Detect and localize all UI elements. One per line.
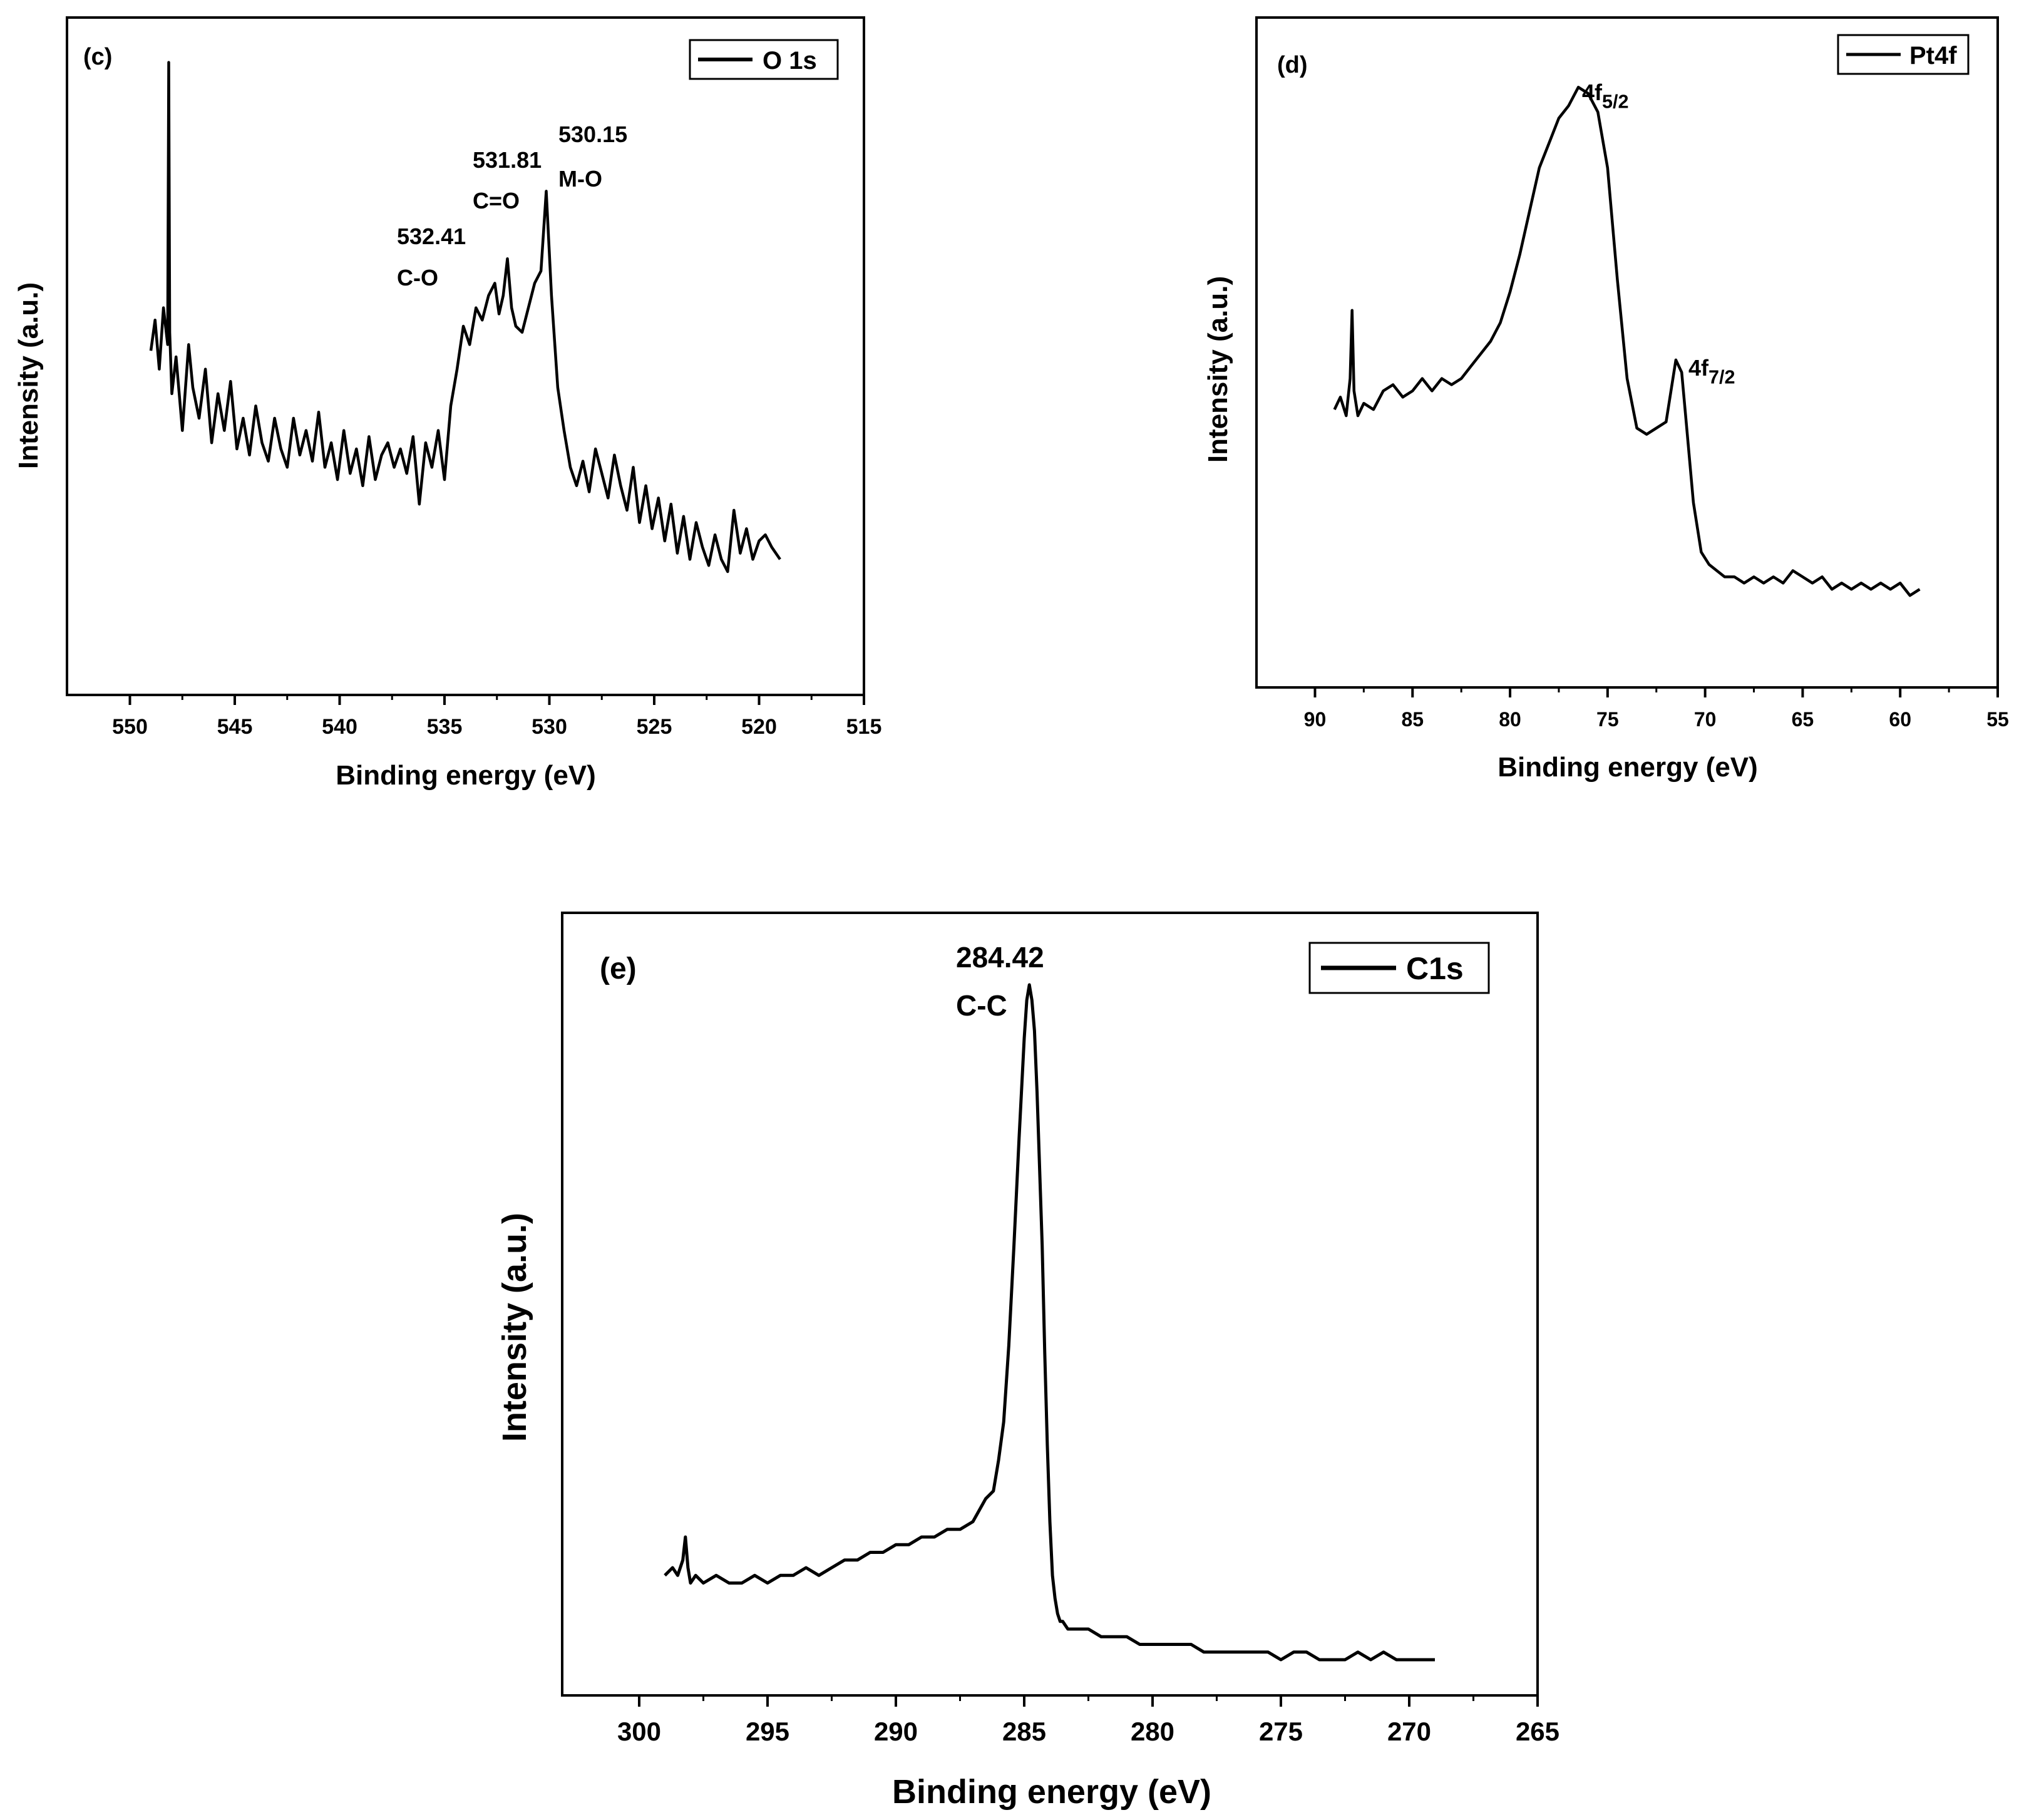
x-tick-label-75: 75 (1596, 708, 1619, 731)
panel-d-x-ticks (1313, 687, 1999, 697)
panel-e-x-ticks (638, 1695, 1539, 1707)
panel-c-o1s: 550 545 540 535 530 525 520 515 530.15 M-O 531.81… (13, 16, 881, 791)
x-tick-label-80: 80 (1499, 708, 1521, 731)
panel-c-peak-annotations: 530.15 M-O 531.81 C=O 532.41 C-O (397, 121, 627, 290)
panel-d-legend: Pt4f (1837, 34, 1970, 75)
x-tick-label-85: 85 (1401, 708, 1424, 731)
annotation-m-o: M-O (558, 166, 602, 192)
panel-c-plot-frame (66, 16, 865, 696)
panel-e-legend-label: C1s (1406, 951, 1464, 986)
panel-c-label: (c) (83, 44, 112, 70)
x-tick-label-545: 545 (217, 715, 253, 739)
x-tick-label-270: 270 (1387, 1717, 1431, 1746)
x-tick-label-520: 520 (741, 715, 777, 739)
panel-d-label: (d) (1277, 52, 1308, 78)
panel-e-series-c1s (664, 983, 1435, 1662)
panel-c-legend: O 1s (689, 39, 839, 80)
annotation-530-15: 530.15 (558, 121, 627, 147)
x-tick-label-300: 300 (617, 1717, 661, 1746)
x-tick-label-295: 295 (746, 1717, 789, 1746)
x-tick-label-70: 70 (1694, 708, 1717, 731)
panel-e-y-axis-title: Intensity (a.u.) (496, 1213, 533, 1442)
panel-c-series-o1s (149, 61, 781, 573)
panel-e-x-axis-title: Binding energy (eV) (892, 1773, 1211, 1811)
x-tick-label-285: 285 (1002, 1717, 1046, 1746)
x-tick-label-515: 515 (846, 715, 882, 739)
x-tick-label-60: 60 (1889, 708, 1911, 731)
panel-c-y-axis-title: Intensity (a.u.) (13, 282, 44, 469)
panel-d-legend-label: Pt4f (1909, 42, 1957, 69)
x-tick-label-550: 550 (112, 715, 148, 739)
x-tick-label-540: 540 (322, 715, 357, 739)
x-tick-label-265: 265 (1516, 1717, 1559, 1746)
panel-c-x-ticks (128, 695, 865, 705)
x-tick-label-530: 530 (532, 715, 567, 739)
x-tick-label-535: 535 (427, 715, 463, 739)
panel-e-plot-frame (561, 912, 1539, 1697)
x-tick-label-55: 55 (1986, 708, 2009, 731)
panel-d-plot-frame (1255, 16, 1999, 689)
panel-e-c1s: 300 295 290 285 280 275 270 265 284.42 C-C (e) B… (496, 912, 1559, 1811)
panel-c-x-axis-title: Binding energy (eV) (336, 760, 596, 791)
x-tick-label-290: 290 (874, 1717, 918, 1746)
x-tick-label-65: 65 (1792, 708, 1814, 731)
panel-d-series-pt4f (1333, 86, 1921, 597)
panel-e-x-tick-labels: 300 295 290 285 280 275 270 265 (617, 1717, 1559, 1746)
panel-d-x-tick-labels: 90 85 80 75 70 65 60 55 (1304, 708, 2009, 731)
annotation-subscript: 7/2 (1708, 367, 1735, 388)
annotation-531-81: 531.81 (473, 147, 542, 173)
annotation-c-o: C-O (397, 265, 438, 290)
x-tick-label-525: 525 (637, 715, 672, 739)
annotation-c-o: C=O (473, 188, 520, 213)
annotation-284-42: 284.42 (956, 941, 1044, 974)
x-tick-label-280: 280 (1131, 1717, 1174, 1746)
panel-c-legend-label: O 1s (763, 47, 817, 75)
annotation-subscript: 5/2 (1602, 91, 1629, 113)
panel-d-y-axis-title: Intensity (a.u.) (1203, 276, 1233, 463)
x-tick-label-275: 275 (1259, 1717, 1303, 1746)
panel-d-x-axis-title: Binding energy (eV) (1498, 752, 1758, 783)
x-tick-label-90: 90 (1304, 708, 1327, 731)
panel-e-label: (e) (600, 952, 637, 985)
annotation-c-c: C-C (956, 989, 1007, 1022)
annotation-532-41: 532.41 (397, 224, 466, 249)
panel-e-peak-annotations: 284.42 C-C (956, 941, 1044, 1022)
panel-c-x-tick-labels: 550 545 540 535 530 525 520 515 (112, 715, 881, 739)
panel-e-legend: C1s (1308, 942, 1490, 994)
